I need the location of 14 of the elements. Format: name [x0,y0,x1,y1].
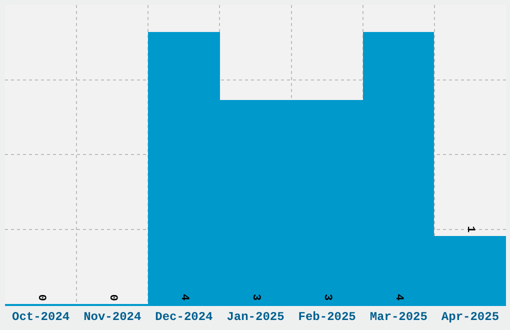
data-label: 1 [464,226,476,233]
x-tick-label: Dec-2024 [155,310,213,324]
data-label: 4 [178,294,190,301]
x-tick-label: Oct-2024 [12,310,70,324]
x-tick-label: Mar-2025 [370,310,428,324]
x-tick-label: Nov-2024 [84,310,142,324]
x-tick-label: Jan-2025 [226,310,284,324]
data-label: 0 [35,294,47,301]
data-label: 4 [392,294,404,301]
x-tick-label: Feb-2025 [298,310,356,324]
data-label: 3 [250,294,262,301]
data-label: 3 [321,294,333,301]
data-label: 0 [106,294,118,301]
x-tick-label: Apr-2025 [441,310,500,324]
